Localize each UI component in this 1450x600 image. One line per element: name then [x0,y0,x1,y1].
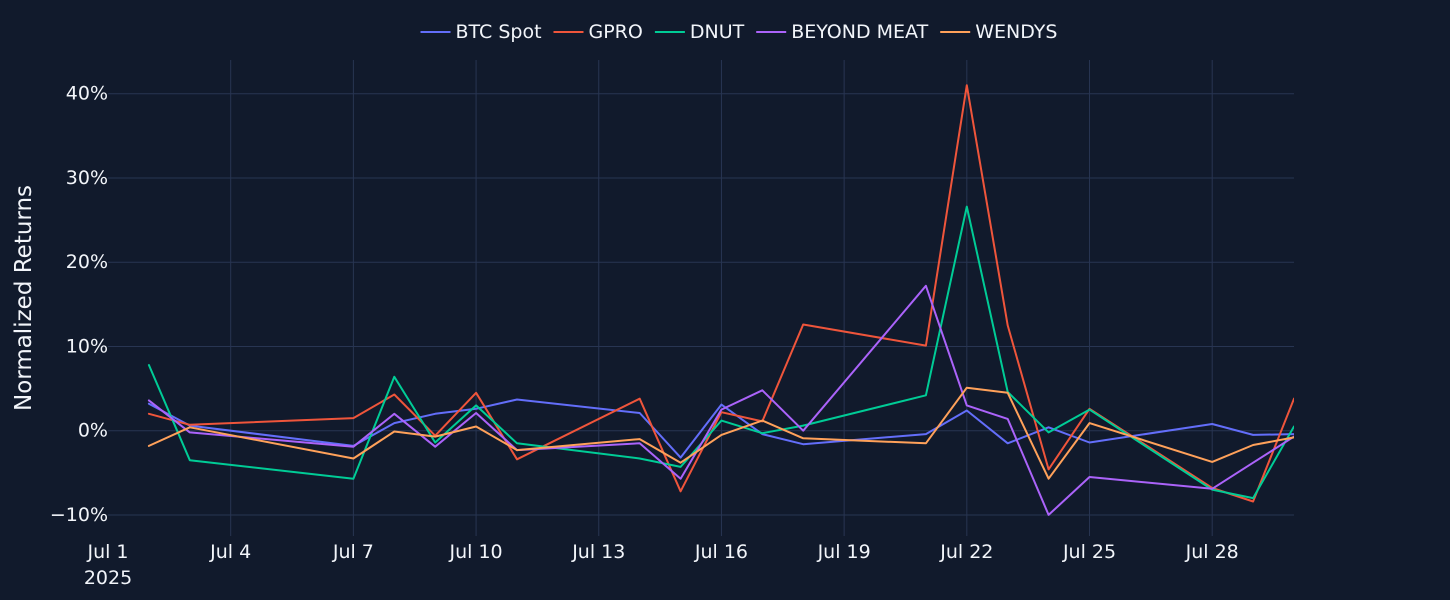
legend-item-beyond-meat[interactable]: BEYOND MEAT [756,21,929,43]
x-tick-label: Jul 22 [939,541,993,563]
x-tick-label: Jul 19 [817,541,871,563]
y-tick-label: 0% [78,420,108,442]
x-tick-label: Jul 1 [86,541,128,563]
y-tick-label: 30% [66,167,108,189]
x-tick-label: Jul 16 [694,541,748,563]
legend: BTC Spot GPRO DNUT BEYOND MEAT WENDYS [420,21,1057,43]
legend-item-btc-spot[interactable]: BTC Spot [420,21,542,43]
series-line-btc-spot [147,398,1294,459]
series-line-wendys [147,386,1294,480]
legend-label: BTC Spot [456,21,542,43]
legend-label: GPRO [589,21,643,43]
x-tick-label: Jul 7 [332,541,374,563]
legend-item-wendys[interactable]: WENDYS [940,21,1057,43]
x-axis-ticks: Jul 1 2025 Jul 4 Jul 7 Jul 10 Jul 13 Jul 16 Jul… [84,541,1239,589]
legend-label: DNUT [690,21,745,43]
y-axis-title: Normalized Returns [11,185,37,411]
x-tick-year-label: 2025 [84,567,132,589]
grid [108,60,1294,536]
legend-item-gpro[interactable]: GPRO [553,21,643,43]
y-axis-ticks: −10% 0% 10% 20% 30% 40% [50,83,108,526]
x-tick-label: Jul 10 [448,541,502,563]
series-line-beyond-meat [147,284,1294,516]
y-tick-label: 20% [66,251,108,273]
series-line-gpro [147,84,1294,503]
legend-label: BEYOND MEAT [791,21,928,43]
y-tick-label: 10% [66,335,108,357]
x-tick-label: Jul 4 [209,541,251,563]
legend-item-dnut[interactable]: DNUT [654,21,745,43]
x-tick-label: Jul 25 [1062,541,1116,563]
y-tick-label: −10% [50,504,108,526]
y-tick-label: 40% [66,83,108,105]
x-tick-label: Jul 28 [1185,541,1239,563]
series-lines [147,84,1294,516]
legend-label: WENDYS [975,21,1057,43]
x-tick-label: Jul 13 [571,541,625,563]
